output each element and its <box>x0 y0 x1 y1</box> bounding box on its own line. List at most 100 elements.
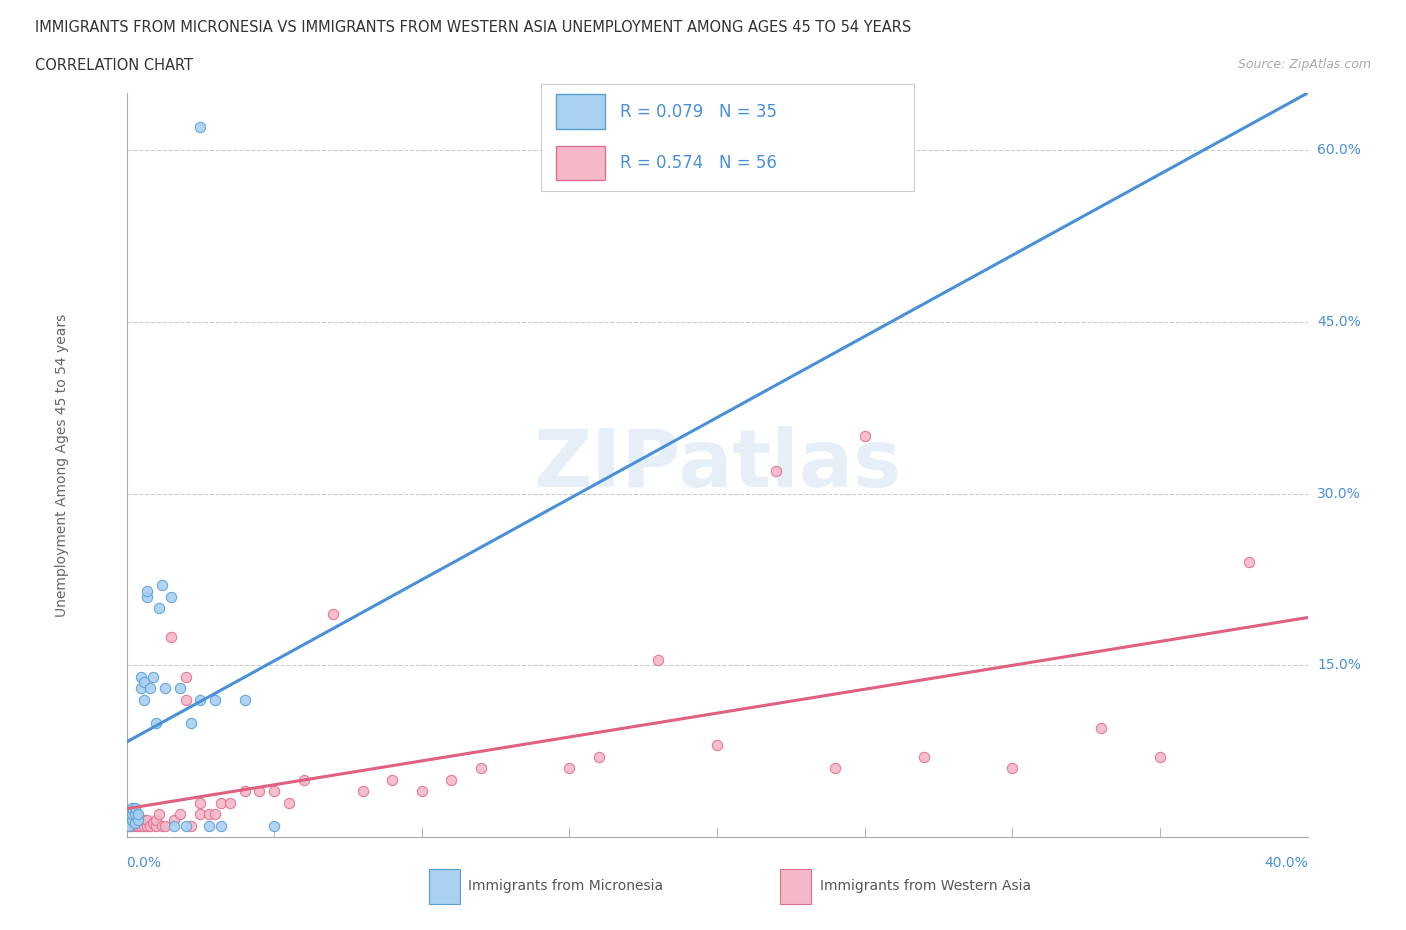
Point <box>174 818 197 833</box>
Point <box>163 818 186 833</box>
Point <box>411 784 433 799</box>
Point <box>188 120 211 135</box>
Point <box>1237 555 1260 570</box>
Point <box>209 818 232 833</box>
Point <box>470 761 492 776</box>
Point <box>127 806 149 821</box>
Point <box>129 670 153 684</box>
Point <box>118 806 141 821</box>
Point <box>169 806 191 821</box>
Point <box>247 784 270 799</box>
Point <box>180 715 202 730</box>
Point <box>124 818 146 833</box>
Point <box>647 652 669 667</box>
Point <box>292 772 315 787</box>
Point <box>169 681 191 696</box>
Point <box>145 818 167 833</box>
Point <box>124 809 146 824</box>
Point <box>558 761 581 776</box>
Point <box>198 818 221 833</box>
Point <box>1001 761 1024 776</box>
Point <box>129 681 153 696</box>
Point <box>134 675 156 690</box>
Point <box>136 583 159 598</box>
Text: 40.0%: 40.0% <box>1264 856 1308 870</box>
Point <box>136 818 159 833</box>
FancyBboxPatch shape <box>557 146 605 180</box>
Point <box>188 806 211 821</box>
Point <box>142 670 165 684</box>
Point <box>188 692 211 707</box>
Point <box>121 818 143 833</box>
Point <box>219 795 242 810</box>
Point <box>145 813 167 828</box>
Point <box>136 590 159 604</box>
Point <box>121 809 143 824</box>
Point <box>121 813 143 828</box>
Point <box>127 809 149 824</box>
Point <box>134 692 156 707</box>
Point <box>352 784 374 799</box>
Point <box>142 816 165 830</box>
Point <box>150 818 173 833</box>
Point <box>322 606 344 621</box>
Point <box>163 813 186 828</box>
Text: Immigrants from Micronesia: Immigrants from Micronesia <box>468 879 664 894</box>
Point <box>124 816 146 830</box>
Text: 60.0%: 60.0% <box>1317 143 1361 157</box>
Point <box>134 818 156 833</box>
Point <box>204 806 226 821</box>
Text: Source: ZipAtlas.com: Source: ZipAtlas.com <box>1237 58 1371 71</box>
Point <box>233 692 256 707</box>
Point <box>440 772 463 787</box>
Point <box>139 818 162 833</box>
Text: ZIPatlas: ZIPatlas <box>533 426 901 504</box>
Point <box>118 818 141 833</box>
Point <box>824 761 846 776</box>
Point <box>188 795 211 810</box>
Point <box>1149 750 1171 764</box>
Text: CORRELATION CHART: CORRELATION CHART <box>35 58 193 73</box>
Text: IMMIGRANTS FROM MICRONESIA VS IMMIGRANTS FROM WESTERN ASIA UNEMPLOYMENT AMONG AG: IMMIGRANTS FROM MICRONESIA VS IMMIGRANTS… <box>35 20 911 35</box>
Text: 0.0%: 0.0% <box>127 856 162 870</box>
Point <box>127 818 149 833</box>
Point <box>278 795 301 810</box>
Point <box>139 681 162 696</box>
Text: 45.0%: 45.0% <box>1317 315 1361 329</box>
Point <box>129 813 153 828</box>
Point <box>159 630 183 644</box>
Point <box>127 813 149 828</box>
Point <box>263 818 285 833</box>
Point <box>912 750 935 764</box>
Point <box>159 590 183 604</box>
Point <box>1090 721 1112 736</box>
Point <box>118 813 141 828</box>
Point <box>150 578 173 592</box>
Point <box>148 806 170 821</box>
Point <box>263 784 285 799</box>
Point <box>134 813 156 828</box>
Point <box>136 813 159 828</box>
Point <box>174 670 197 684</box>
Point <box>706 738 728 753</box>
Text: Unemployment Among Ages 45 to 54 years: Unemployment Among Ages 45 to 54 years <box>55 313 69 617</box>
Point <box>145 715 167 730</box>
Point <box>148 601 170 616</box>
Point <box>121 806 143 821</box>
Text: 30.0%: 30.0% <box>1317 486 1361 500</box>
Text: R = 0.574   N = 56: R = 0.574 N = 56 <box>620 153 776 172</box>
Point <box>118 813 141 828</box>
Text: R = 0.079   N = 35: R = 0.079 N = 35 <box>620 102 776 121</box>
Point <box>204 692 226 707</box>
Point <box>121 801 143 816</box>
Point <box>124 801 146 816</box>
Point <box>118 818 141 833</box>
Text: 15.0%: 15.0% <box>1317 658 1361 672</box>
Point <box>129 818 153 833</box>
Text: Immigrants from Western Asia: Immigrants from Western Asia <box>820 879 1031 894</box>
Point <box>765 463 787 478</box>
FancyBboxPatch shape <box>557 95 605 128</box>
Point <box>174 692 197 707</box>
Point <box>588 750 610 764</box>
Point <box>209 795 232 810</box>
